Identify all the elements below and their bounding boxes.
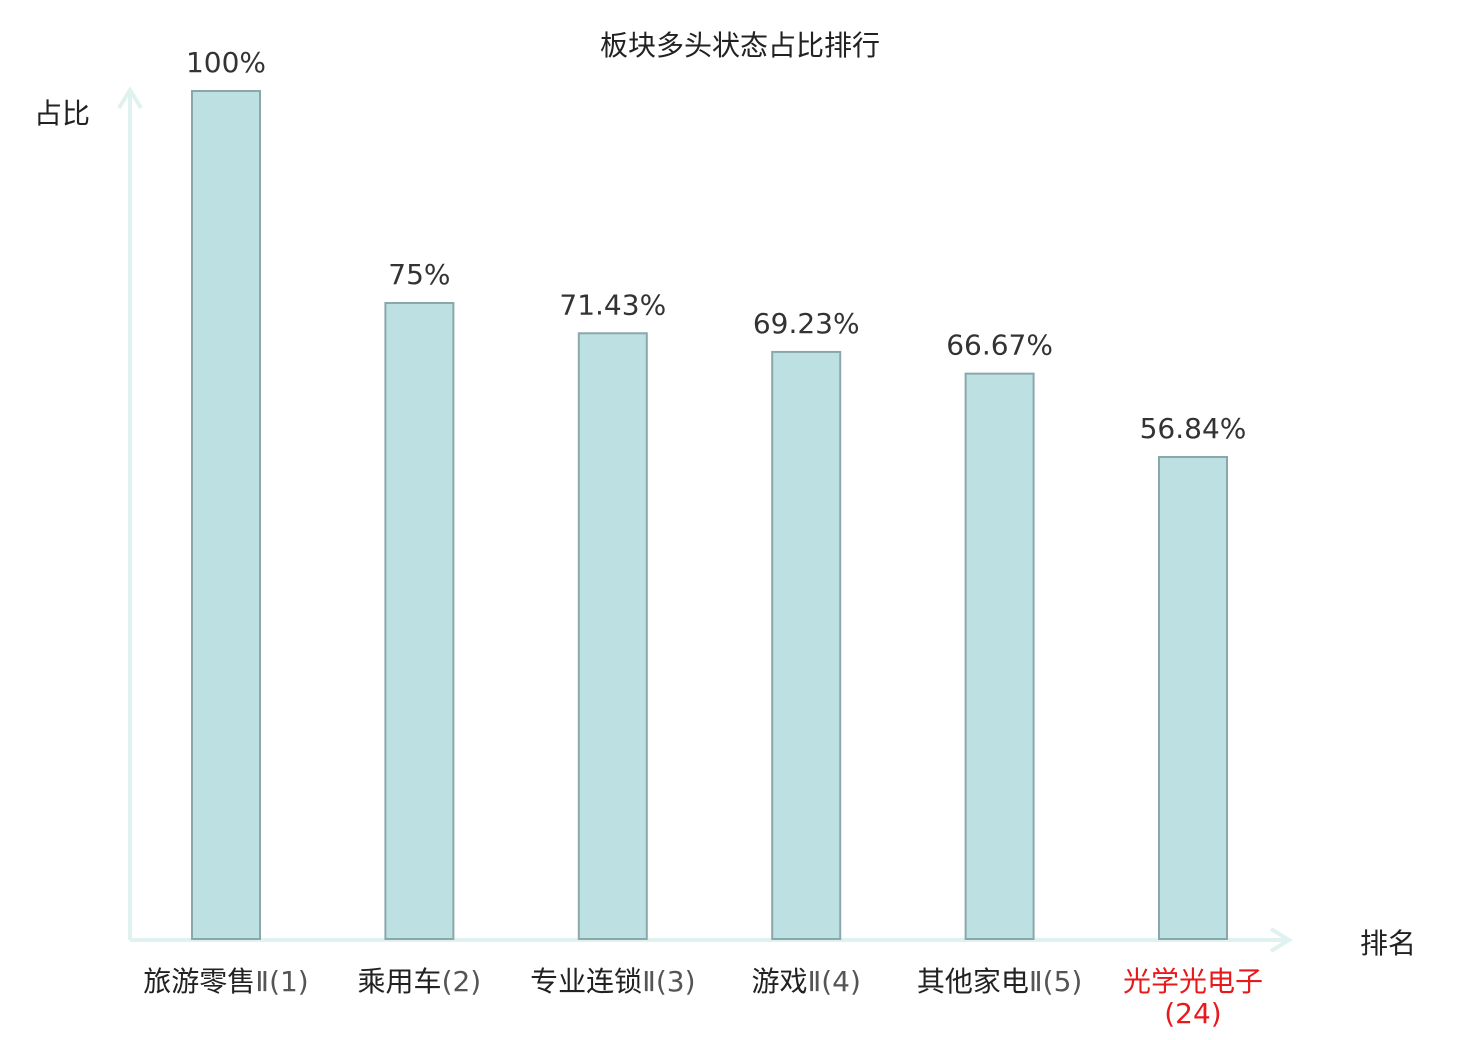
value-label-3: 71.43% [559, 288, 666, 321]
category-rank: 子(24) [1164, 965, 1264, 1030]
category-name: 旅游零售 [143, 965, 256, 998]
y-axis-arrow [117, 86, 143, 110]
bars [191, 90, 1228, 940]
category-label-3: 专业连锁Ⅱ(3) [528, 966, 698, 998]
category-rank: Ⅱ(1) [255, 965, 309, 998]
category-name: 其他家电 [916, 965, 1029, 998]
category-label-4: 游戏Ⅱ(4) [721, 966, 891, 998]
category-name: 游戏 [751, 965, 808, 998]
category-rank: Ⅱ(3) [642, 965, 696, 998]
value-labels: 100% 75% 71.43% 69.23% 66.67% 56.84% [186, 46, 1246, 445]
category-label-5: 其他家电Ⅱ(5) [915, 966, 1085, 998]
bar-1 [191, 90, 261, 940]
value-label-4: 69.23% [753, 307, 860, 340]
category-rank: (2) [441, 965, 482, 998]
bar-5 [964, 372, 1035, 940]
category-name: 专业连锁 [530, 965, 643, 998]
value-label-2: 75% [388, 258, 450, 291]
value-label-5: 66.67% [946, 329, 1053, 362]
category-rank: Ⅱ(4) [807, 965, 861, 998]
x-axis-label: 排名 [1360, 927, 1417, 960]
category-name: 乘用车 [357, 965, 442, 998]
category-label-2: 乘用车(2) [334, 966, 504, 998]
category-label-1: 旅游零售Ⅱ(1) [141, 966, 311, 998]
x-axis-arrow [1269, 927, 1293, 953]
axes [117, 86, 1293, 953]
value-label-1: 100% [186, 46, 266, 79]
chart-title: 板块多头状态占比排行 [599, 29, 880, 62]
bar-2 [384, 302, 455, 940]
bar-6 [1158, 455, 1228, 940]
bar-4 [771, 350, 842, 940]
category-name: 光学光电 [1122, 965, 1235, 998]
category-rank: Ⅱ(5) [1028, 965, 1083, 998]
y-axis-label: 占比 [34, 97, 91, 130]
bar-3 [577, 332, 648, 940]
category-label-6: 光学光电子(24) [1108, 966, 1278, 1030]
value-label-6: 56.84% [1140, 412, 1247, 445]
